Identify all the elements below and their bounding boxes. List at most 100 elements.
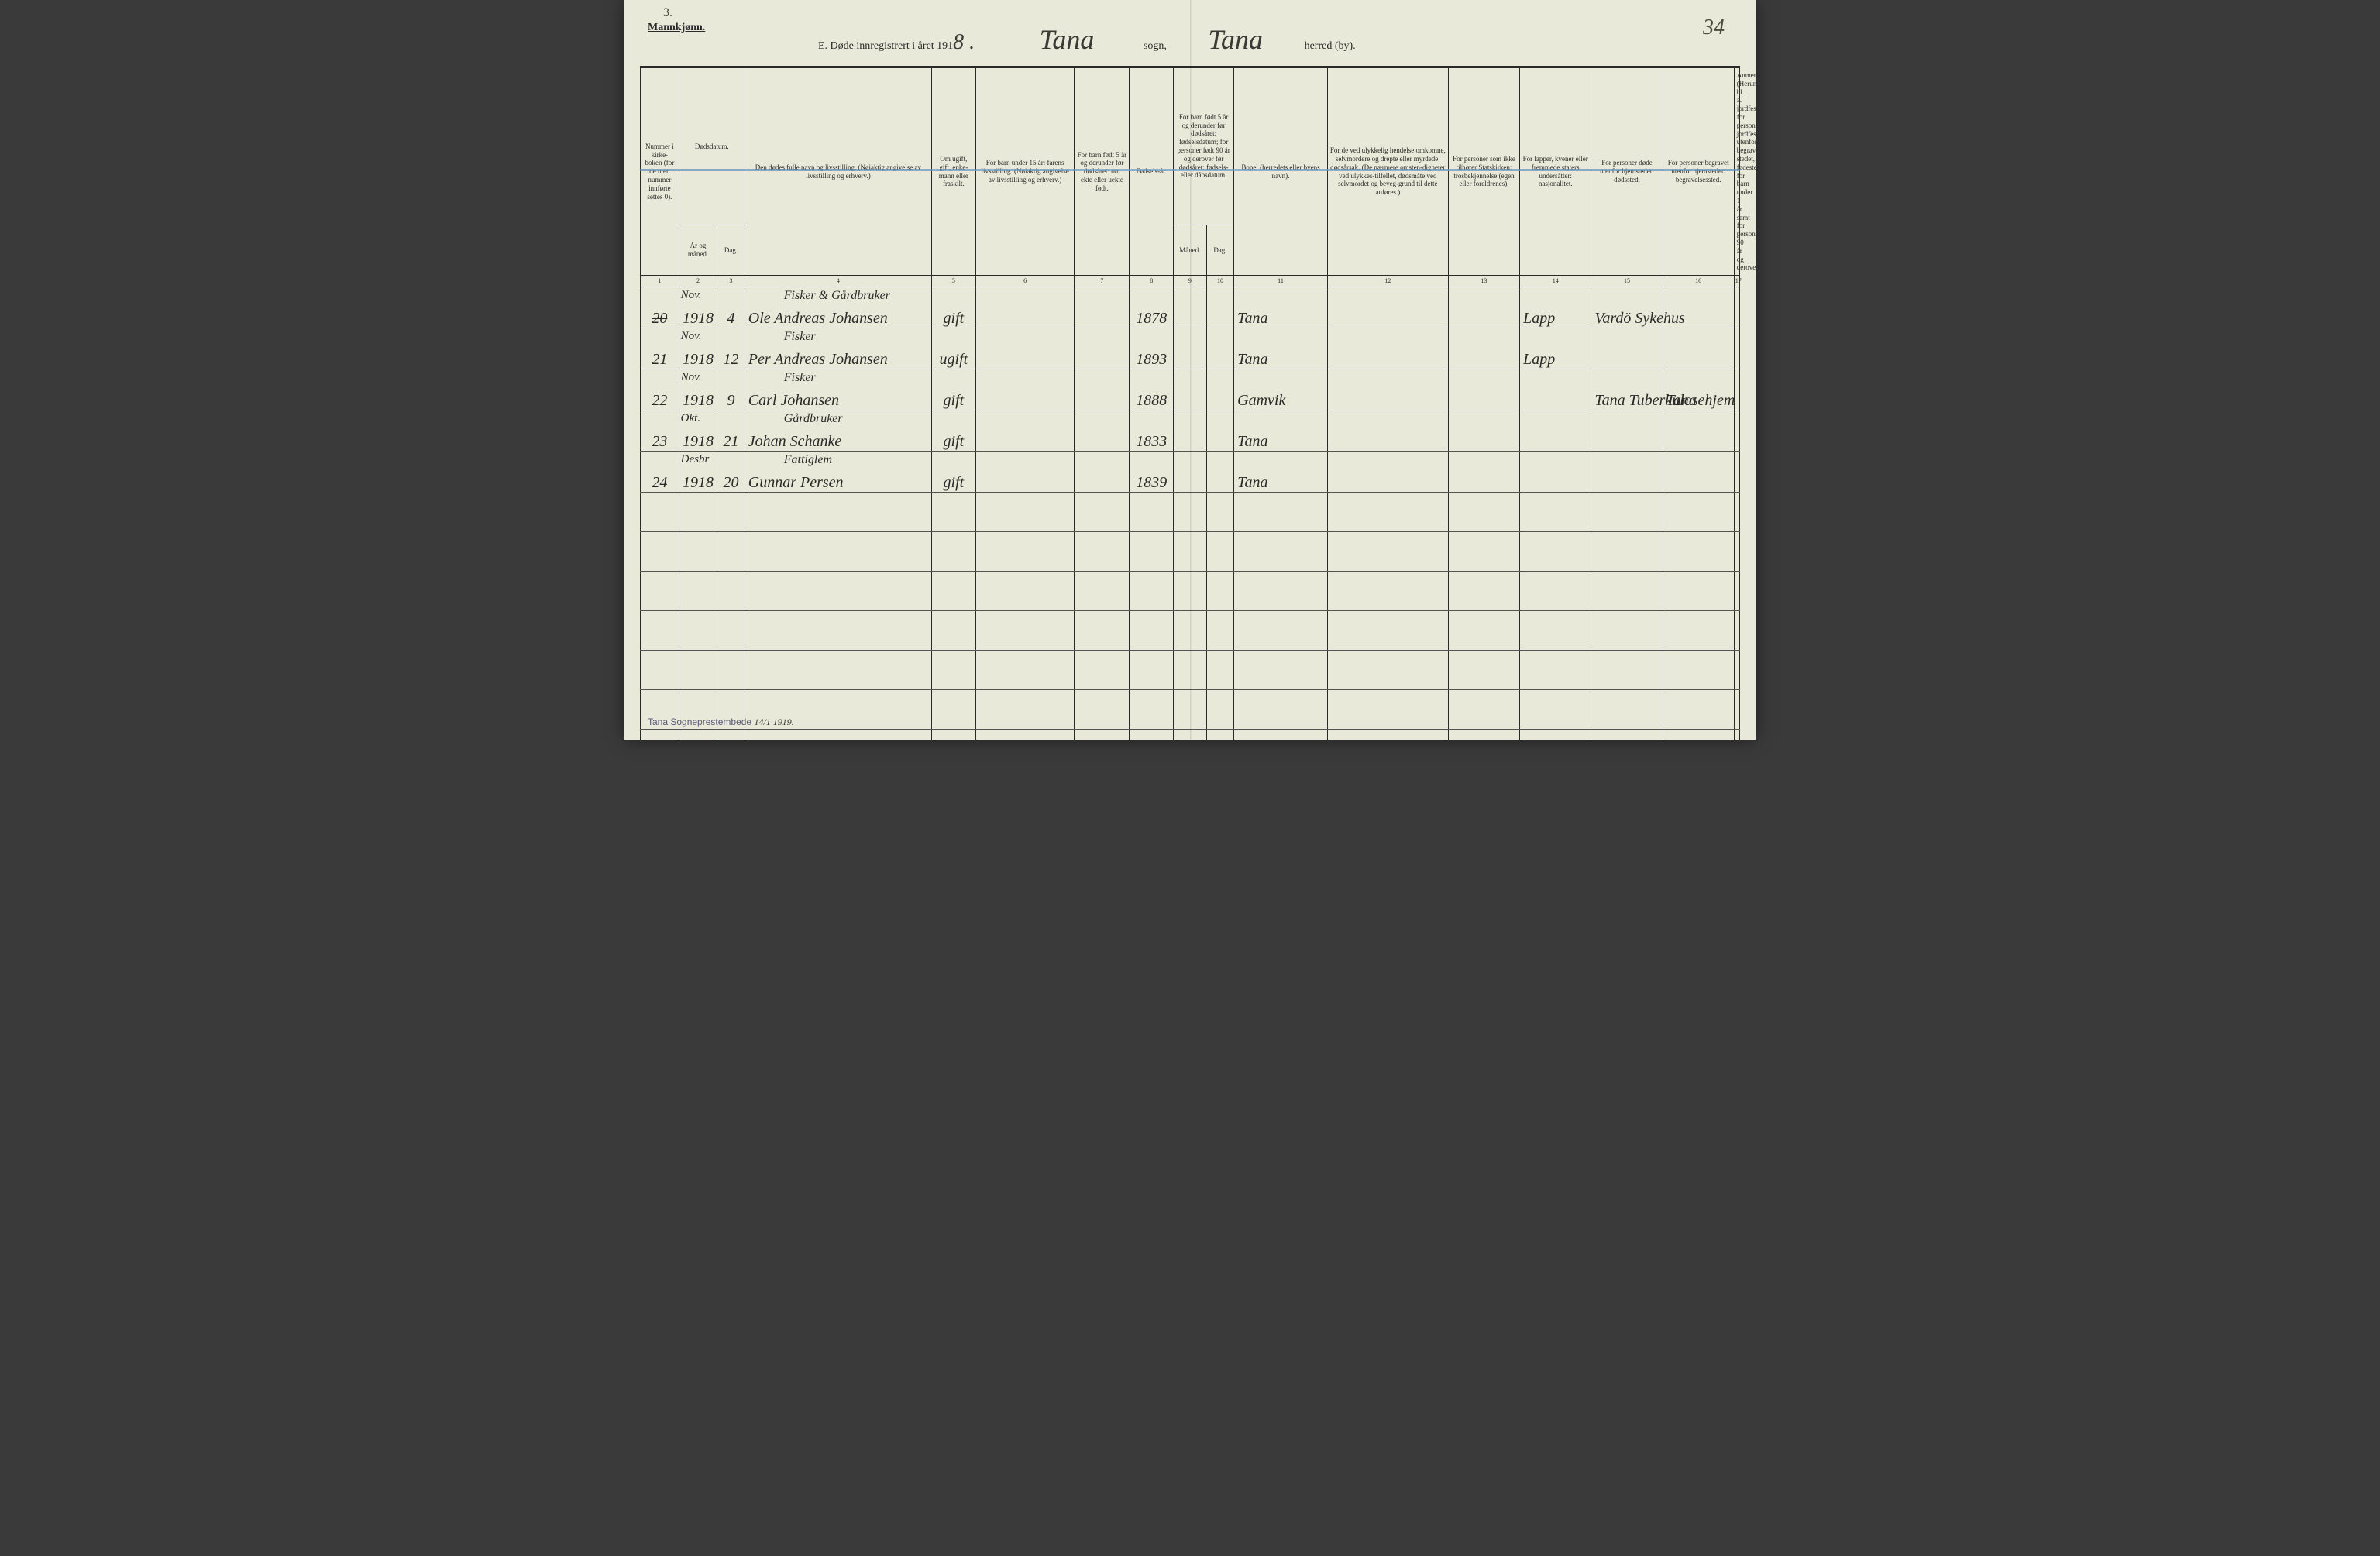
col-header: Fødsels-år. <box>1130 68 1174 276</box>
table-cell <box>641 532 679 572</box>
table-cell <box>1174 611 1207 651</box>
table-cell <box>1734 690 1739 730</box>
col-number: 17 <box>1734 276 1739 287</box>
table-cell <box>1734 493 1739 532</box>
table-cell <box>679 532 717 572</box>
table-cell <box>1075 493 1130 532</box>
table-cell <box>1327 328 1448 369</box>
table-cell <box>1663 532 1734 572</box>
table-cell <box>1591 452 1663 493</box>
table-cell <box>1591 611 1663 651</box>
table-row-empty <box>641 493 1740 532</box>
table-cell <box>1206 651 1233 690</box>
table-cell <box>1206 730 1233 740</box>
table-cell <box>1520 730 1591 740</box>
col-header: For personer begravet utenfor hjemstedet… <box>1663 68 1734 276</box>
table-cell <box>1520 572 1591 611</box>
table-cell <box>717 532 745 572</box>
table-cell <box>1520 651 1591 690</box>
table-cell: 1888 <box>1130 369 1174 410</box>
table-cell <box>1327 493 1448 532</box>
table-cell <box>1174 532 1207 572</box>
table-cell <box>1520 369 1591 410</box>
col-number: 2 <box>679 276 717 287</box>
table-cell <box>1448 493 1519 532</box>
table-cell: Tana <box>1234 452 1328 493</box>
table-cell <box>975 730 1075 740</box>
sogn-label: sogn, <box>1144 40 1167 52</box>
col-number: 16 <box>1663 276 1734 287</box>
table-cell <box>1591 328 1663 369</box>
table-cell <box>1075 611 1130 651</box>
table-cell: 23 <box>641 410 679 452</box>
table-cell <box>641 493 679 532</box>
col-header: For lapper, kvener eller fremmede stater… <box>1520 68 1591 276</box>
table-cell <box>1206 452 1233 493</box>
table-cell <box>975 410 1075 452</box>
table-cell <box>1663 328 1734 369</box>
table-cell <box>1206 611 1233 651</box>
table-cell <box>1327 572 1448 611</box>
table-cell: 24 <box>641 452 679 493</box>
table-cell <box>1520 532 1591 572</box>
table-cell <box>1234 572 1328 611</box>
table-cell <box>1130 493 1174 532</box>
table-cell <box>745 651 931 690</box>
table-cell <box>1234 611 1328 651</box>
col-header: For barn født 5 år og derunder før dødså… <box>1075 68 1130 276</box>
table-cell <box>1663 493 1734 532</box>
table-cell <box>1448 287 1519 328</box>
table-cell <box>975 532 1075 572</box>
table-cell <box>1075 287 1130 328</box>
table-cell: FattiglemGunnar Persen <box>745 452 931 493</box>
table-cell <box>1591 730 1663 740</box>
sogn-value: Tana <box>1040 24 1095 55</box>
table-cell <box>1591 493 1663 532</box>
table-cell <box>1206 328 1233 369</box>
document-page: 3. Mannkjønn. E. Døde innregistrert i år… <box>624 0 1756 740</box>
table-cell <box>1734 328 1739 369</box>
table-cell <box>1663 690 1734 730</box>
table-cell <box>679 493 717 532</box>
table-cell: Fisker & GårdbrukerOle Andreas Johansen <box>745 287 931 328</box>
col-number: 3 <box>717 276 745 287</box>
table-cell: Lapp <box>1520 287 1591 328</box>
table-cell <box>1130 611 1174 651</box>
table-cell <box>1327 287 1448 328</box>
table-cell: gift <box>932 287 976 328</box>
table-cell <box>1234 493 1328 532</box>
table-cell <box>1663 651 1734 690</box>
table-cell <box>1174 690 1207 730</box>
col-number: 13 <box>1448 276 1519 287</box>
table-cell: GårdbrukerJohan Schanke <box>745 410 931 452</box>
table-cell <box>1075 572 1130 611</box>
table-cell <box>1075 410 1130 452</box>
table-cell <box>1234 651 1328 690</box>
table-cell <box>1075 369 1130 410</box>
table-cell <box>745 493 931 532</box>
col-number: 8 <box>1130 276 1174 287</box>
herred-label: herred (by). <box>1305 40 1356 52</box>
table-cell <box>1206 369 1233 410</box>
table-cell: 1893 <box>1130 328 1174 369</box>
table-cell: 9 <box>717 369 745 410</box>
table-cell <box>679 730 717 740</box>
table-cell <box>745 611 931 651</box>
table-cell <box>932 572 976 611</box>
table-cell <box>1075 730 1130 740</box>
table-cell <box>1734 287 1739 328</box>
table-row: 20Nov.19184Fisker & GårdbrukerOle Andrea… <box>641 287 1740 328</box>
table-cell <box>1448 690 1519 730</box>
table-cell <box>1206 493 1233 532</box>
table-cell: Okt.1918 <box>679 410 717 452</box>
table-cell <box>745 532 931 572</box>
table-cell: 1839 <box>1130 452 1174 493</box>
table-cell: Tana <box>1234 287 1328 328</box>
table-cell <box>932 651 976 690</box>
table-cell <box>1591 572 1663 611</box>
page-number-top: 3. <box>663 6 672 20</box>
table-cell <box>1234 690 1328 730</box>
col-number: 14 <box>1520 276 1591 287</box>
table-cell <box>717 611 745 651</box>
table-cell: Gamvik <box>1234 369 1328 410</box>
